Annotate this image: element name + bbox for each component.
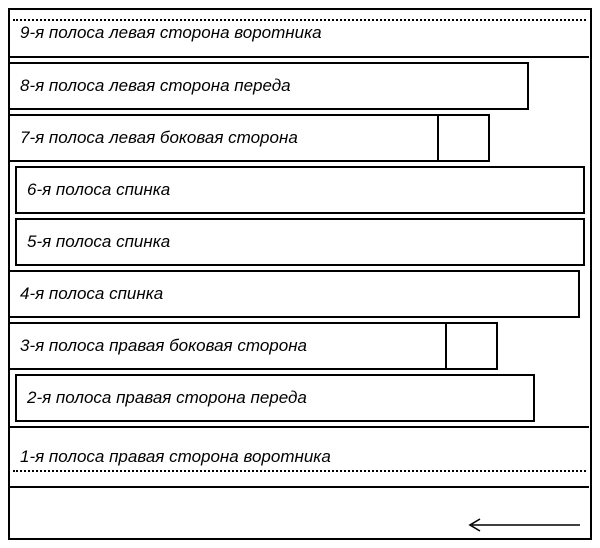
stripe-8-label: 8-я полоса левая сторона переда bbox=[20, 76, 291, 96]
stripe-7-label: 7-я полоса левая боковая сторона bbox=[20, 128, 298, 148]
stripe-3: 3-я полоса правая боковая сторона bbox=[10, 322, 498, 370]
stripe-diagram: 9-я полоса левая сторона воротника 8-я п… bbox=[8, 8, 592, 540]
stripe-1: 1-я полоса правая сторона воротника bbox=[10, 426, 589, 488]
stripe-3-divider bbox=[445, 322, 447, 370]
stripe-7-divider bbox=[437, 114, 439, 162]
stripe-9-label: 9-я полоса левая сторона воротника bbox=[20, 23, 322, 43]
stripe-4: 4-я полоса спинка bbox=[10, 270, 580, 318]
dotted-bottom bbox=[13, 470, 586, 472]
stripe-3-label: 3-я полоса правая боковая сторона bbox=[20, 336, 307, 356]
stripe-5-label: 5-я полоса спинка bbox=[27, 232, 170, 252]
stripe-9: 9-я полоса левая сторона воротника bbox=[10, 10, 589, 58]
direction-arrow-icon bbox=[464, 516, 582, 534]
stripe-5: 5-я полоса спинка bbox=[15, 218, 585, 266]
stripe-8: 8-я полоса левая сторона переда bbox=[10, 62, 529, 110]
stripe-4-label: 4-я полоса спинка bbox=[20, 284, 163, 304]
stripe-2-label: 2-я полоса правая сторона переда bbox=[27, 388, 307, 408]
stripe-7: 7-я полоса левая боковая сторона bbox=[10, 114, 490, 162]
stripe-2: 2-я полоса правая сторона переда bbox=[15, 374, 535, 422]
stripe-6: 6-я полоса спинка bbox=[15, 166, 585, 214]
dotted-top bbox=[13, 19, 586, 21]
stripe-6-label: 6-я полоса спинка bbox=[27, 180, 170, 200]
stripe-1-label: 1-я полоса правая сторона воротника bbox=[20, 447, 331, 467]
